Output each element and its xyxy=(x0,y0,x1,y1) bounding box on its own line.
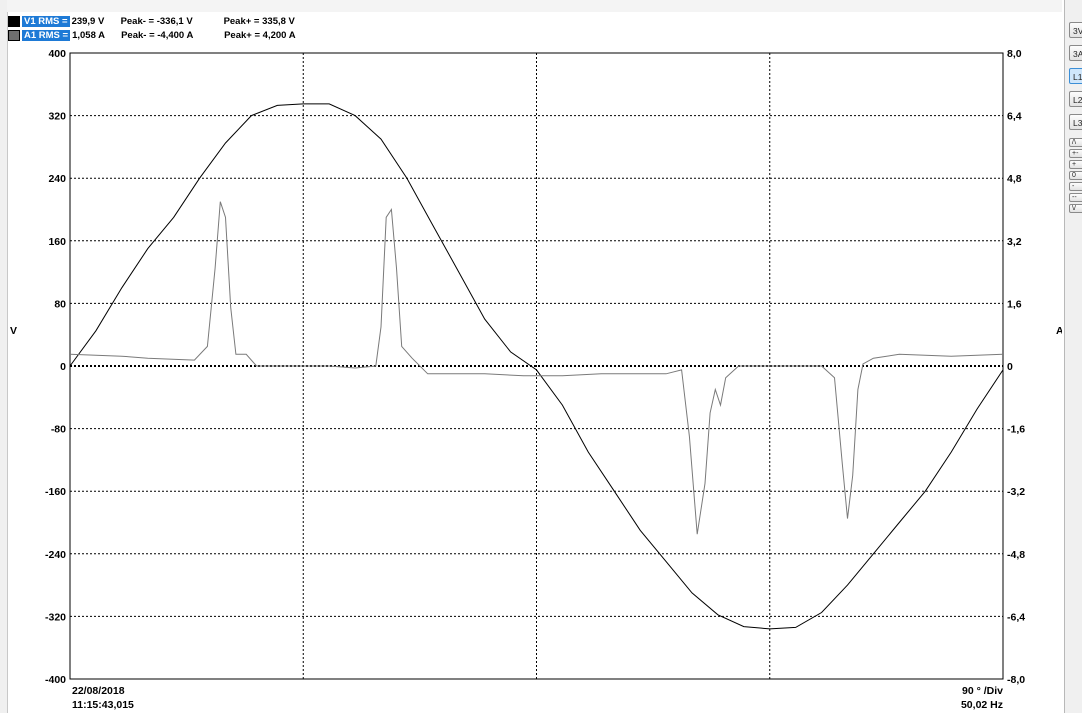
right-tick-label: -8,0 xyxy=(1007,674,1025,686)
right-tick-label: 8,0 xyxy=(1007,48,1022,60)
v1-peak-positive: Peak+ = 335,8 V xyxy=(223,15,295,27)
v1-rms-value: 239,9 V xyxy=(71,15,105,27)
scale-reset-button[interactable]: 0 xyxy=(1069,171,1082,180)
button-l1[interactable]: L1 xyxy=(1069,68,1082,84)
right-tick-label: -3,2 xyxy=(1007,486,1025,498)
legend-row-v1[interactable]: V1 RMS = 239,9 V Peak- = -336,1 V Peak+ … xyxy=(8,14,296,28)
x-division-label: 90 ° /Div xyxy=(962,685,1003,697)
v1-rms-label: V1 RMS = xyxy=(22,15,70,27)
scale-up-button[interactable]: + xyxy=(1069,160,1082,169)
a1-peak-positive: Peak+ = 4,200 A xyxy=(224,29,296,41)
left-tick-label: 400 xyxy=(48,48,66,60)
capture-date: 22/08/2018 xyxy=(72,685,125,697)
right-tick-label: 4,8 xyxy=(1007,173,1022,185)
right-axis-label: A xyxy=(1056,325,1062,337)
channel-toolbar: 3V 3A L1 L2 L3 /\ +- + 0 - -- \/ xyxy=(1064,0,1082,713)
a1-color-swatch xyxy=(8,29,20,41)
right-tick-label: -4,8 xyxy=(1007,549,1025,561)
frequency-readout: 50,02 Hz xyxy=(961,699,1003,711)
left-tick-label: 160 xyxy=(48,236,66,248)
legend-row-a1[interactable]: A1 RMS = 1,058 A Peak- = -4,400 A Peak+ … xyxy=(8,28,296,42)
series-v1-line xyxy=(69,103,1004,630)
button-l3[interactable]: L3 xyxy=(1069,114,1082,130)
right-tick-label: 6,4 xyxy=(1007,111,1022,123)
measurement-legend: V1 RMS = 239,9 V Peak- = -336,1 V Peak+ … xyxy=(8,14,296,42)
left-tick-label: 320 xyxy=(48,111,66,123)
right-axis-ticks: 8,0 6,4 4,8 3,2 1,6 0 -1,6 -3,2 -4,8 -6,4 -8,0 xyxy=(1007,48,1025,686)
right-tick-label: -1,6 xyxy=(1007,424,1025,436)
scale-min-button[interactable]: \/ xyxy=(1069,204,1082,213)
left-tick-label: 240 xyxy=(48,173,66,185)
right-tick-label: 1,6 xyxy=(1007,298,1022,310)
v1-color-swatch xyxy=(8,15,20,27)
right-tick-label: -6,4 xyxy=(1007,611,1025,623)
left-axis-label: V xyxy=(10,325,17,337)
right-tick-label: 0 xyxy=(1007,361,1013,373)
scale-down-button[interactable]: - xyxy=(1069,182,1082,191)
left-tick-label: -80 xyxy=(51,424,66,436)
grid-lines xyxy=(70,53,1003,679)
right-tick-label: 3,2 xyxy=(1007,236,1022,248)
v1-peak-negative: Peak- = -336,1 V xyxy=(120,15,193,27)
capture-time: 11:15:43,015 xyxy=(72,699,134,711)
scale-down-large-button[interactable]: -- xyxy=(1069,193,1082,202)
button-l2[interactable]: L2 xyxy=(1069,91,1082,107)
scale-max-button[interactable]: /\ xyxy=(1069,138,1082,147)
button-3a[interactable]: 3A xyxy=(1069,45,1082,61)
left-tick-label: -400 xyxy=(45,674,66,686)
left-tick-label: 80 xyxy=(54,298,66,310)
a1-rms-label: A1 RMS = xyxy=(22,29,71,41)
top-toolbar-strip xyxy=(7,0,1062,12)
left-border xyxy=(0,0,8,713)
a1-rms-value: 1,058 A xyxy=(72,29,106,41)
left-tick-label: -240 xyxy=(45,549,66,561)
scale-up-large-button[interactable]: +- xyxy=(1069,149,1082,158)
left-tick-label: 0 xyxy=(60,361,66,373)
left-tick-label: -320 xyxy=(45,611,66,623)
left-axis-ticks: 400 320 240 160 80 0 -80 -160 -240 -320 -400 xyxy=(45,48,66,686)
a1-peak-negative: Peak- = -4,400 A xyxy=(121,29,194,41)
button-3v[interactable]: 3V xyxy=(1069,22,1082,38)
left-tick-label: -160 xyxy=(45,486,66,498)
series-a1-line xyxy=(69,201,1004,535)
